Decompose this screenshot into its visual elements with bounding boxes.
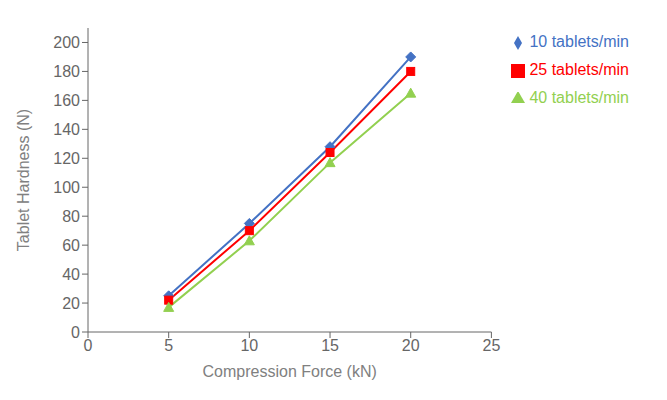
svg-text:25: 25 — [482, 337, 500, 354]
svg-text:120: 120 — [53, 150, 80, 167]
html-text:10 tablets/min: 10 tablets/min — [529, 33, 629, 50]
svg-text:80: 80 — [62, 208, 80, 225]
svg-text:160: 160 — [53, 92, 80, 109]
svg-text:5: 5 — [164, 337, 173, 354]
svg-text:140: 140 — [53, 121, 80, 138]
svg-text:100: 100 — [53, 179, 80, 196]
svg-text:20: 20 — [402, 337, 420, 354]
svg-text:0: 0 — [84, 337, 93, 354]
html-text:40 tablets/min: 40 tablets/min — [529, 89, 629, 106]
svg-text:Tablet Hardness (N): Tablet Hardness (N) — [15, 109, 32, 251]
svg-text:60: 60 — [62, 237, 80, 254]
svg-text:180: 180 — [53, 63, 80, 80]
svg-text:15: 15 — [321, 337, 339, 354]
svg-text:200: 200 — [53, 34, 80, 51]
svg-text:0: 0 — [71, 324, 80, 341]
svg-text:10: 10 — [240, 337, 258, 354]
svg-text:Compression Force (kN): Compression Force (kN) — [203, 363, 377, 380]
svg-text:20: 20 — [62, 295, 80, 312]
svg-text:40: 40 — [62, 266, 80, 283]
html-text:25 tablets/min: 25 tablets/min — [529, 61, 629, 78]
